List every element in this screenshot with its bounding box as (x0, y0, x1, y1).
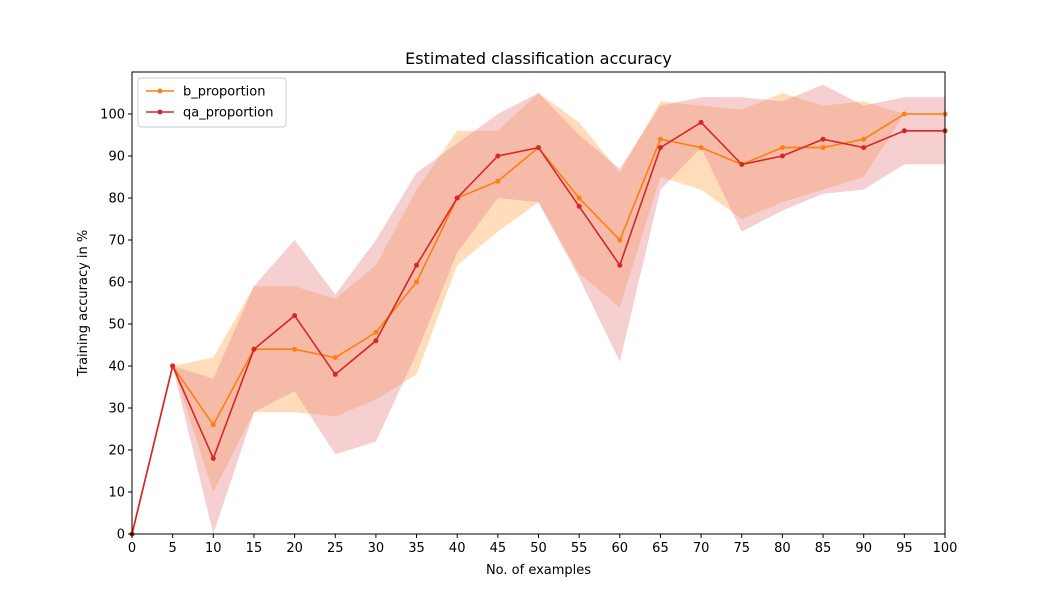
x-tick-label: 75 (733, 541, 750, 556)
data-point-b-proportion (414, 279, 420, 285)
x-tick-label: 15 (246, 541, 263, 556)
x-tick-label: 90 (855, 541, 872, 556)
x-tick-label: 40 (449, 541, 466, 556)
x-tick-label: 85 (815, 541, 832, 556)
data-point-b-proportion (698, 145, 704, 151)
y-tick-label: 50 (108, 318, 125, 333)
band-b-proportion (132, 93, 945, 534)
legend-marker-qa-proportion (157, 109, 163, 115)
x-tick-label: 55 (571, 541, 588, 556)
data-point-qa-proportion (251, 346, 257, 352)
data-point-b-proportion (779, 145, 785, 151)
data-point-b-proportion (332, 355, 338, 361)
data-point-qa-proportion (739, 161, 745, 167)
y-tick-label: 0 (117, 528, 125, 543)
data-point-qa-proportion (617, 262, 623, 268)
data-point-b-proportion (617, 237, 623, 243)
legend-marker-b-proportion (157, 88, 163, 94)
data-point-qa-proportion (454, 195, 460, 201)
legend-label-qa-proportion: qa_proportion (183, 106, 273, 121)
data-point-qa-proportion (292, 313, 298, 319)
series-points (129, 111, 948, 537)
data-point-qa-proportion (901, 128, 907, 134)
data-point-b-proportion (657, 136, 663, 142)
y-axis-ticks: 0 10 20 30 40 50 60 70 80 90 100 (100, 108, 132, 543)
x-tick-label: 30 (368, 541, 385, 556)
x-tick-label: 45 (490, 541, 507, 556)
x-tick-label: 0 (128, 541, 136, 556)
x-tick-label: 5 (169, 541, 177, 556)
y-tick-label: 60 (108, 276, 125, 291)
x-tick-label: 25 (327, 541, 344, 556)
x-tick-label: 100 (933, 541, 958, 556)
legend-box (137, 77, 287, 128)
x-tick-label: 20 (286, 541, 303, 556)
data-point-qa-proportion (820, 136, 826, 142)
y-tick-label: 20 (108, 444, 125, 459)
data-point-qa-proportion (576, 203, 582, 209)
x-tick-label: 95 (896, 541, 913, 556)
y-tick-label: 30 (108, 402, 125, 417)
data-point-b-proportion (820, 145, 826, 151)
data-point-qa-proportion (170, 363, 176, 369)
data-point-qa-proportion (861, 145, 867, 151)
x-tick-label: 10 (205, 541, 222, 556)
data-point-qa-proportion (373, 338, 379, 344)
data-point-qa-proportion (332, 371, 338, 377)
x-tick-label: 60 (612, 541, 629, 556)
data-point-qa-proportion (779, 153, 785, 159)
data-point-b-proportion (495, 178, 501, 184)
chart-title: Estimated classification accuracy (405, 49, 672, 68)
confidence-bands (132, 84, 945, 534)
band-qa-proportion (132, 84, 945, 534)
data-point-b-proportion (373, 329, 379, 335)
data-point-qa-proportion (536, 145, 541, 151)
data-point-qa-proportion (414, 262, 420, 268)
data-point-b-proportion (210, 422, 216, 428)
data-point-b-proportion (861, 136, 867, 142)
data-point-qa-proportion (657, 145, 663, 151)
x-tick-label: 35 (408, 541, 425, 556)
data-point-qa-proportion (495, 153, 501, 159)
data-point-qa-proportion (210, 455, 216, 461)
x-tick-label: 65 (652, 541, 669, 556)
y-tick-label: 70 (108, 234, 125, 249)
data-point-b-proportion (576, 195, 582, 201)
x-tick-label: 80 (774, 541, 791, 556)
y-tick-label: 40 (108, 360, 125, 375)
x-tick-label: 50 (530, 541, 547, 556)
y-axis-label: Training accuracy in % (76, 230, 91, 378)
legend-label-b-proportion: b_proportion (183, 85, 265, 100)
data-point-qa-proportion (698, 119, 704, 125)
data-point-b-proportion (901, 111, 907, 117)
x-tick-label: 70 (693, 541, 710, 556)
legend: b_proportion qa_proportion (137, 77, 287, 128)
x-axis-ticks: 0 5 10 15 20 25 30 35 40 45 50 55 60 65 70 75 80 85 90 95 10… (128, 534, 958, 556)
y-tick-label: 80 (108, 192, 125, 207)
y-tick-label: 90 (108, 150, 125, 165)
x-axis-label: No. of examples (486, 563, 591, 578)
y-tick-label: 100 (100, 108, 125, 123)
data-point-b-proportion (292, 346, 298, 352)
y-tick-label: 10 (108, 486, 125, 501)
